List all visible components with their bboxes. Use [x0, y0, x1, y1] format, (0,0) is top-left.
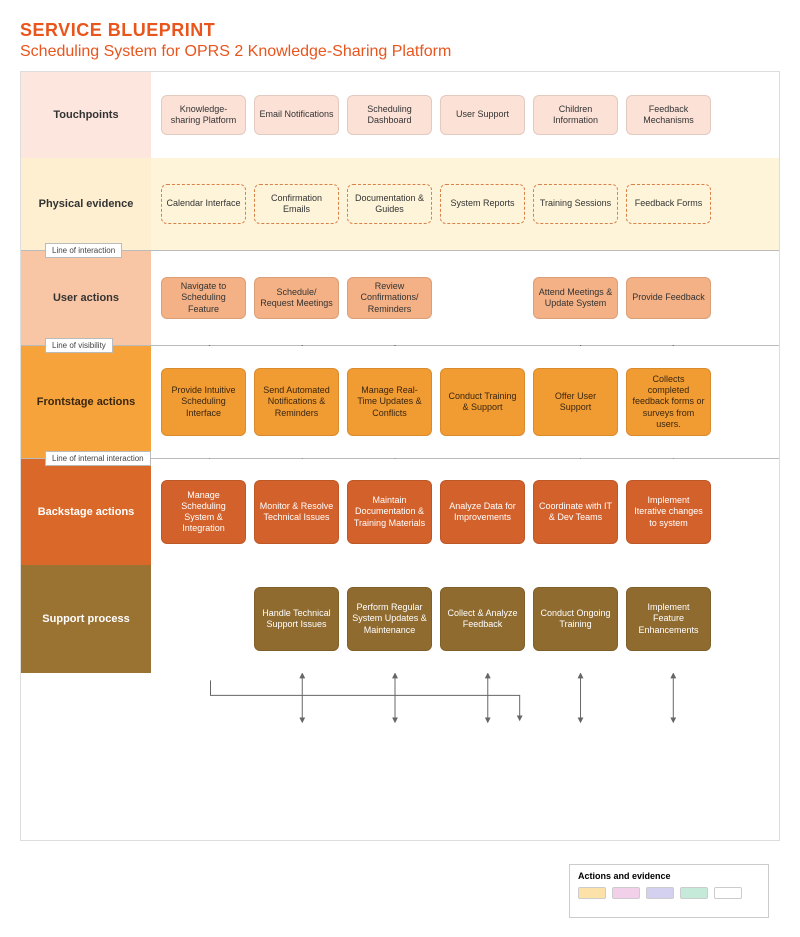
row-label-support: Support process: [21, 565, 151, 673]
row-content-evidence: Calendar InterfaceConfirmation EmailsDoc…: [151, 158, 779, 250]
support-card: Conduct Ongoing Training: [533, 587, 618, 651]
user-card: Schedule/ Request Meetings: [254, 277, 339, 319]
connector: [211, 680, 520, 718]
row-touchpoints: TouchpointsKnowledge-sharing PlatformEma…: [21, 72, 779, 158]
touchpoints-card: User Support: [440, 95, 525, 135]
row-support: Support processHandle Technical Support …: [21, 565, 779, 673]
page-title: SERVICE BLUEPRINT: [20, 20, 780, 41]
frontstage-card: Manage Real-Time Updates & Conflicts: [347, 368, 432, 436]
backstage-card: Analyze Data for Improvements: [440, 480, 525, 544]
backstage-card: Coordinate with IT & Dev Teams: [533, 480, 618, 544]
page-subtitle: Scheduling System for OPRS 2 Knowledge-S…: [20, 43, 780, 61]
backstage-card: Implement Iterative changes to system: [626, 480, 711, 544]
legend-swatch: [578, 887, 606, 899]
legend-swatch: [680, 887, 708, 899]
touchpoints-card: Email Notifications: [254, 95, 339, 135]
divider-label: Line of interaction: [45, 243, 122, 258]
evidence-card: Calendar Interface: [161, 184, 246, 224]
evidence-card: Confirmation Emails: [254, 184, 339, 224]
user-card: Provide Feedback: [626, 277, 711, 319]
row-content-user: Navigate to Scheduling FeatureSchedule/ …: [151, 251, 779, 345]
row-evidence: Physical evidenceCalendar InterfaceConfi…: [21, 158, 779, 250]
row-label-frontstage: Frontstage actions: [21, 346, 151, 458]
user-card: Attend Meetings & Update System: [533, 277, 618, 319]
user-card: Navigate to Scheduling Feature: [161, 277, 246, 319]
row-label-touchpoints: Touchpoints: [21, 72, 151, 158]
touchpoints-card: Knowledge-sharing Platform: [161, 95, 246, 135]
rows-container: TouchpointsKnowledge-sharing PlatformEma…: [21, 72, 779, 673]
backstage-card: Maintain Documentation & Training Materi…: [347, 480, 432, 544]
backstage-card: Monitor & Resolve Technical Issues: [254, 480, 339, 544]
title-block: SERVICE BLUEPRINT Scheduling System for …: [20, 20, 780, 61]
legend-swatches: [578, 887, 760, 899]
divider-label: Line of internal interaction: [45, 451, 151, 466]
support-card: Collect & Analyze Feedback: [440, 587, 525, 651]
evidence-card: Documentation & Guides: [347, 184, 432, 224]
row-content-frontstage: Provide Intuitive Scheduling InterfaceSe…: [151, 346, 779, 458]
row-frontstage: Frontstage actionsProvide Intuitive Sche…: [21, 346, 779, 458]
touchpoints-card: Scheduling Dashboard: [347, 95, 432, 135]
divider-label: Line of visibility: [45, 338, 113, 353]
legend-swatch: [714, 887, 742, 899]
frontstage-card: Conduct Training & Support: [440, 368, 525, 436]
row-content-backstage: Manage Scheduling System & IntegrationMo…: [151, 459, 779, 565]
support-card: Implement Feature Enhancements: [626, 587, 711, 651]
evidence-card: Training Sessions: [533, 184, 618, 224]
backstage-card: Manage Scheduling System & Integration: [161, 480, 246, 544]
row-content-support: Handle Technical Support IssuesPerform R…: [151, 565, 779, 673]
row-user: User actionsNavigate to Scheduling Featu…: [21, 251, 779, 345]
frontstage-card: Provide Intuitive Scheduling Interface: [161, 368, 246, 436]
touchpoints-card: Feedback Mechanisms: [626, 95, 711, 135]
evidence-card: System Reports: [440, 184, 525, 224]
row-backstage: Backstage actionsManage Scheduling Syste…: [21, 459, 779, 565]
service-blueprint: TouchpointsKnowledge-sharing PlatformEma…: [20, 71, 780, 841]
user-card: Review Confirmations/ Reminders: [347, 277, 432, 319]
support-card: Perform Regular System Updates & Mainten…: [347, 587, 432, 651]
legend-title: Actions and evidence: [578, 871, 760, 881]
legend-swatch: [612, 887, 640, 899]
frontstage-card: Send Automated Notifications & Reminders: [254, 368, 339, 436]
row-content-touchpoints: Knowledge-sharing PlatformEmail Notifica…: [151, 72, 779, 158]
evidence-card: Feedback Forms: [626, 184, 711, 224]
support-card: Handle Technical Support Issues: [254, 587, 339, 651]
row-label-evidence: Physical evidence: [21, 158, 151, 250]
legend: Actions and evidence: [569, 864, 769, 918]
row-label-user: User actions: [21, 251, 151, 345]
legend-swatch: [646, 887, 674, 899]
touchpoints-card: Children Information: [533, 95, 618, 135]
frontstage-card: Offer User Support: [533, 368, 618, 436]
row-label-backstage: Backstage actions: [21, 459, 151, 565]
frontstage-card: Collects completed feedback forms or sur…: [626, 368, 711, 436]
